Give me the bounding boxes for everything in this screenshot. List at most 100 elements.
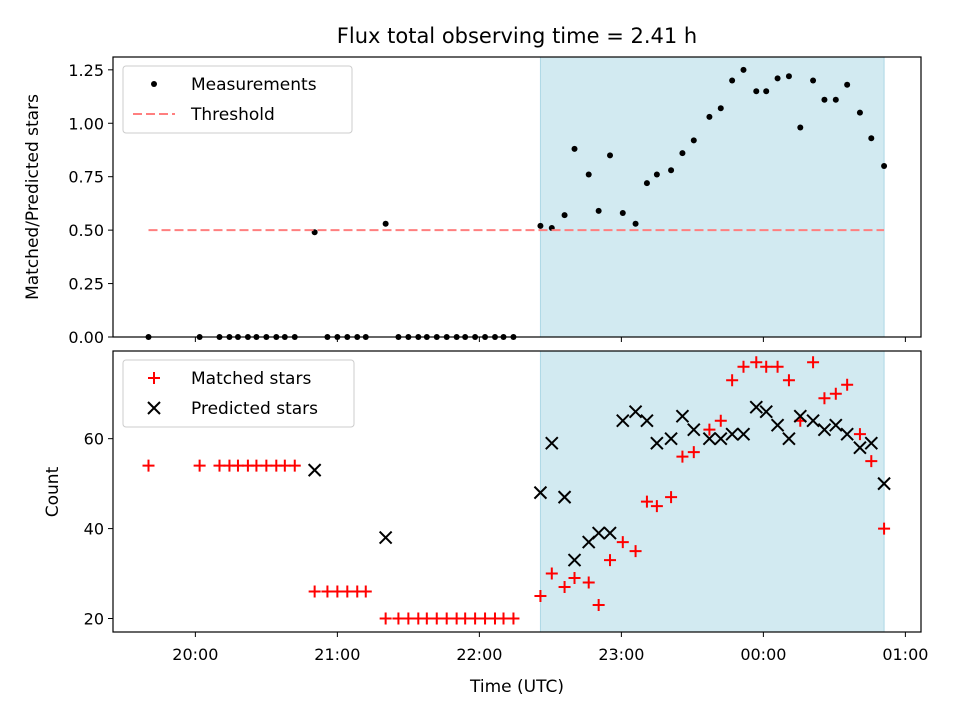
predicted-star-point [675,409,690,423]
predicted-star-point [864,436,879,450]
x-tick-label: 20:00 [172,645,218,664]
y-tick-label: 1.00 [68,114,104,133]
predicted-star-point [793,409,808,423]
matched-star-point [878,522,891,535]
measurement-point [571,145,578,152]
chart-title: Flux total observing time = 2.41 h [337,24,697,48]
matched-star-point [604,554,617,567]
predicted-star-point [749,400,763,414]
matched-star-point [650,500,663,513]
matched-star-point [714,414,727,427]
predicted-star-point [687,422,701,437]
matched-star-point [558,581,571,594]
predicted-star-point [736,427,751,441]
legend-label: Matched stars [191,369,311,389]
matched-star-point [592,599,605,612]
top-y-ticks: 0.00 0.25 0.50 0.75 1.00 1.25 [68,61,113,347]
legend-box [122,359,355,428]
measurement-point [797,124,804,131]
bottom-legend: Matched stars Predicted stars [122,359,355,428]
measurement-point [717,105,724,112]
matched-star-point [629,545,642,558]
bottom-axes-frame [112,350,922,633]
measurement-point [690,137,697,144]
matched-star-point [288,459,301,472]
matched-star-point [687,446,700,459]
measurement-point [668,167,675,174]
predicted-star-point [702,431,717,446]
predicted-star-point [628,404,643,419]
measurement-point [868,135,875,142]
top-y-axis-label: Matched/Predicted stars [23,94,43,300]
x-tick-label: 22:00 [456,645,502,664]
matched-star-point [818,392,831,405]
measurement-point [679,150,686,157]
measurement-point [595,207,602,214]
predicted-star-point [714,431,728,446]
bottom-panel-marks [142,356,891,625]
measurement-point [763,88,770,95]
predicted-star-point [840,427,854,441]
matched-star-point [640,495,653,508]
bottom-y-axis-label: Count [43,466,63,517]
measurement-point [844,81,851,88]
top-axes-frame [112,56,922,338]
matched-star-point [379,612,392,625]
measurement-point [706,113,713,120]
measurement-point [810,77,817,84]
predicted-star-point [725,427,739,441]
predicted-star-point [759,404,773,419]
bottom-y-ticks: 20 40 60 [84,430,113,629]
matched-star-point [703,423,716,436]
matched-star-point [308,585,321,598]
measurement-point [832,96,839,103]
matched-star-point [676,450,689,463]
predicted-star-point [817,422,832,437]
matched-star-point [760,360,773,373]
matched-star-point [568,572,581,585]
matched-star-point [829,387,842,400]
matched-star-point [782,374,795,387]
measurement-point [382,220,389,227]
measurement-point [856,109,863,116]
predicted-star-point [782,431,796,446]
predicted-star-point [567,553,582,567]
matched-star-point [582,576,595,589]
predicted-star-point [853,440,867,455]
bottom-panel: 20 40 60 20:00 21:00 22:00 23:00 00:00 01:00 Co… [43,350,928,664]
matched-star-point [807,356,820,369]
x-tick-label: 21:00 [314,645,360,664]
top-panel-marks [145,66,888,340]
predicted-star-point [557,490,572,504]
matched-star-point [665,491,678,504]
matched-star-point [771,360,784,373]
measurement-point [561,212,568,219]
predicted-star-point [640,413,654,428]
legend-swatch [148,372,160,384]
x-tick-label: 23:00 [598,645,644,664]
measurement-point [619,210,626,217]
matched-star-point [534,590,547,603]
top-x-ticks [194,337,906,342]
matched-star-point [142,459,155,472]
predicted-star-point [616,413,630,428]
predicted-star-point [770,418,785,432]
legend-label: Measurements [191,75,317,95]
matched-star-point [616,536,629,549]
matched-star-point [750,356,763,369]
matched-star-point [737,360,750,373]
matched-star-point [853,428,866,441]
measurement-point [643,180,650,187]
matched-star-point [726,374,739,387]
y-tick-label: 60 [84,430,104,449]
measurement-point [774,75,781,82]
measurement-point [740,66,747,73]
legend-label: Predicted stars [191,399,318,419]
predicted-star-point [877,476,891,491]
predicted-star-point [533,485,548,500]
measurement-point [632,220,639,227]
y-tick-label: 0.50 [68,221,104,240]
top-panel: 0.00 0.25 0.50 0.75 1.00 1.25 Matched/Predict… [23,56,922,347]
top-legend: Measurements Threshold [122,65,353,134]
